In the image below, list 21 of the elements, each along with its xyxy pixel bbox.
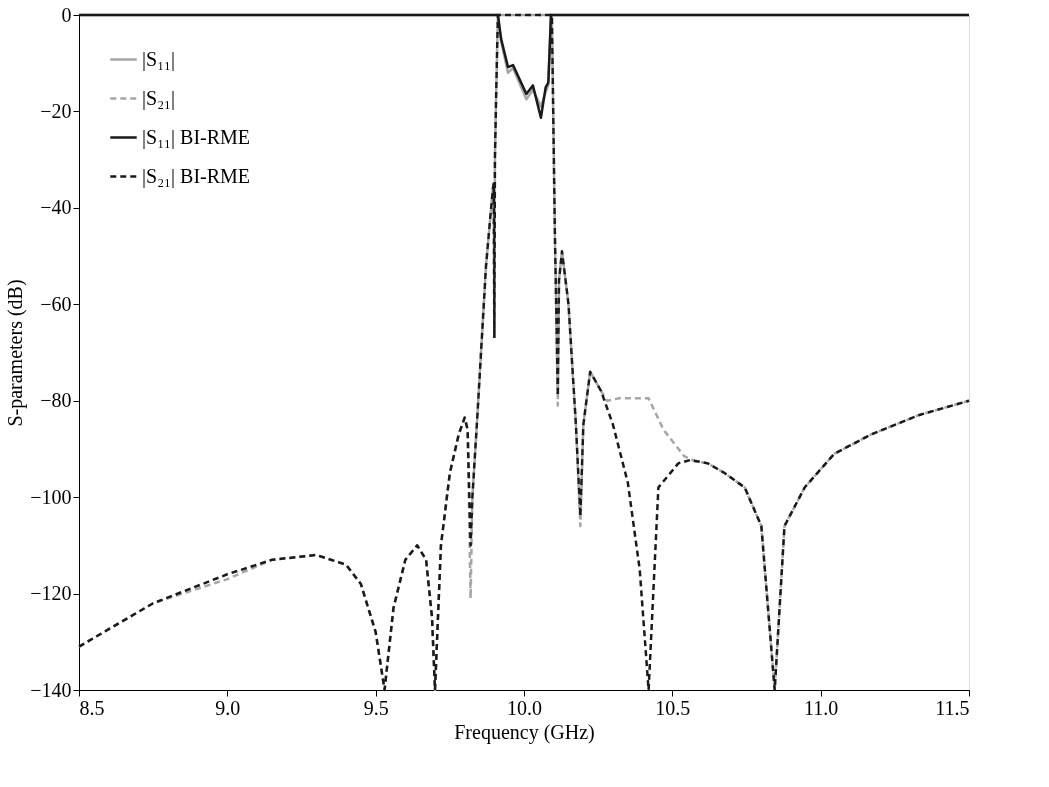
x-tick-label: 10.5 [655,696,691,719]
x-tick-label: 11.0 [804,696,839,719]
y-tick-label: −120 [30,582,72,605]
legend-label: |S₂₁| [142,86,176,110]
y-tick-label: −100 [30,485,72,508]
legend-label: |S₂₁| BI-RME [142,164,251,188]
y-tick-label: −20 [40,99,72,122]
y-tick-label: −40 [40,196,72,219]
x-tick-label: 9.5 [363,696,389,719]
x-tick-label: 8.5 [79,696,105,719]
legend-label: |S₁₁| BI-RME [142,125,251,149]
y-tick-label: 0 [61,3,72,26]
x-axis-title: Frequency (GHz) [454,720,595,744]
x-tick-label: 9.0 [215,696,241,719]
x-tick-label: 11.5 [935,696,970,719]
y-tick-label: −80 [40,389,72,412]
x-tick-label: 10.0 [507,696,542,719]
y-tick-label: −140 [30,678,72,701]
y-tick-label: −60 [40,292,72,315]
y-axis-title: S-parameters (dB) [4,279,28,427]
legend-label: |S₁₁| [142,47,176,71]
